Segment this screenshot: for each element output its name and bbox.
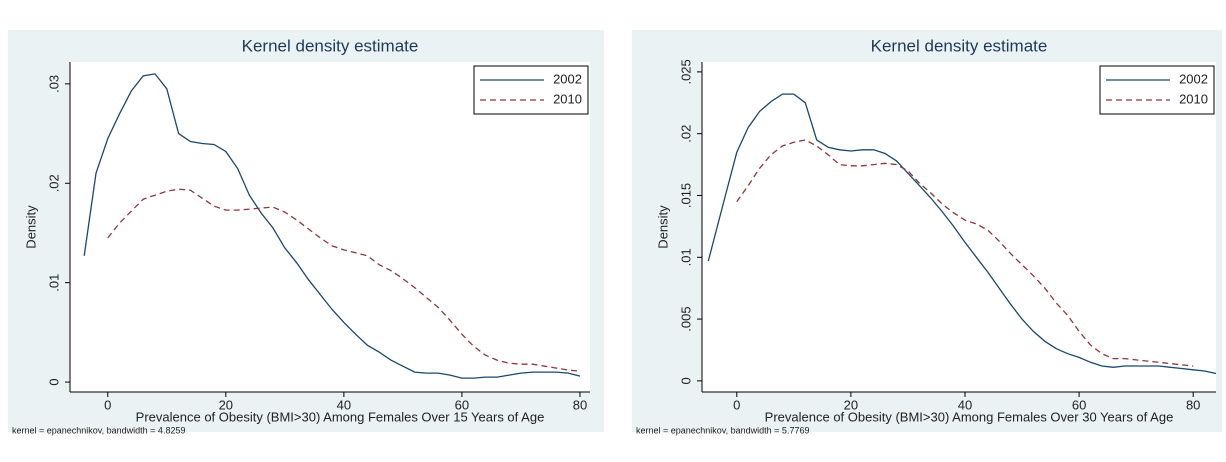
- y-tick-label: .02: [678, 125, 693, 143]
- legend-box: [1099, 65, 1215, 115]
- y-tick-label: .01: [678, 248, 693, 266]
- y-axis-label: Density: [655, 205, 670, 249]
- x-tick-label: 60: [455, 397, 469, 412]
- y-tick-label: .025: [678, 59, 693, 84]
- y-tick-label: 0: [678, 377, 693, 384]
- density-line: [707, 93, 1217, 375]
- density-line: [83, 73, 581, 379]
- chart-title: Kernel density estimate: [242, 36, 419, 55]
- note: kernel = epanechnikov, bandwidth = 5.776…: [636, 425, 809, 435]
- y-tick-label: 0: [46, 378, 61, 385]
- x-tick-label: 20: [219, 397, 233, 412]
- legend-box: [473, 65, 589, 115]
- x-tick-label: 20: [844, 397, 858, 412]
- legend-label: 2010: [553, 91, 582, 106]
- density-line: [736, 139, 1194, 367]
- plot-area: [70, 62, 590, 392]
- legend-label: 2010: [1179, 91, 1208, 106]
- x-axis-label: Prevalence of Obesity (BMI>30) Among Fem…: [136, 409, 545, 424]
- y-tick-label: .03: [46, 75, 61, 93]
- note: kernel = epanechnikov, bandwidth = 4.825…: [12, 425, 185, 435]
- plot-area: [702, 62, 1216, 392]
- legend-label: 2002: [1179, 71, 1208, 86]
- y-tick-label: .005: [678, 306, 693, 331]
- x-tick-label: 40: [958, 397, 972, 412]
- x-tick-label: 80: [1186, 397, 1200, 412]
- x-axis-label: Prevalence of Obesity (BMI>30) Among Fem…: [765, 409, 1174, 424]
- y-axis-label: Density: [23, 205, 38, 249]
- y-tick-label: .02: [46, 174, 61, 192]
- chart-title: Kernel density estimate: [871, 36, 1048, 55]
- y-tick-label: .01: [46, 274, 61, 292]
- x-tick-label: 60: [1072, 397, 1086, 412]
- x-tick-label: 0: [104, 397, 111, 412]
- x-tick-label: 0: [733, 397, 740, 412]
- legend-label: 2002: [553, 71, 582, 86]
- y-tick-label: .015: [678, 183, 693, 208]
- x-tick-label: 40: [337, 397, 351, 412]
- x-tick-label: 80: [573, 397, 587, 412]
- density-line: [107, 188, 581, 372]
